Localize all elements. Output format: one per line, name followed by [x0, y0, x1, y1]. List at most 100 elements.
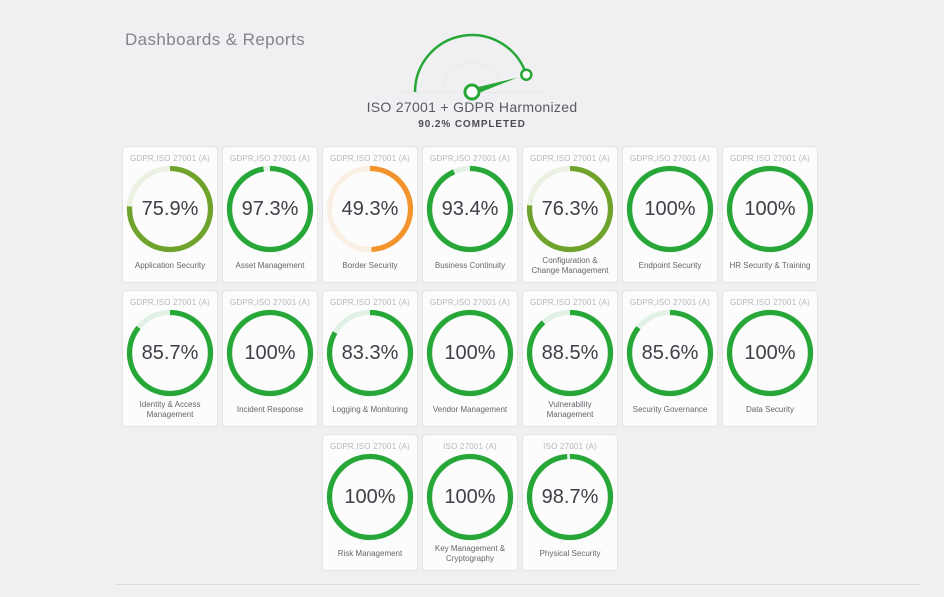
progress-ring-icon — [626, 165, 714, 253]
framework-label: GDPR,ISO 27001 (A) — [729, 298, 811, 307]
percent-value: 49.3% — [341, 197, 399, 220]
category-label: Business Continuity — [434, 261, 506, 270]
percent-value: 76.3% — [541, 197, 599, 220]
compliance-card[interactable]: GDPR,ISO 27001 (A) 76.3% Configuration &… — [522, 146, 618, 283]
progress-ring-icon — [526, 309, 614, 397]
framework-label: GDPR,ISO 27001 (A) — [329, 154, 411, 163]
progress-ring-icon — [226, 165, 314, 253]
compliance-card[interactable]: GDPR,ISO 27001 (A) 49.3% Border Security — [322, 146, 418, 283]
gauge-progress-arc — [413, 33, 528, 93]
percent-value: 100% — [744, 197, 796, 220]
framework-label: GDPR,ISO 27001 (A) — [129, 298, 211, 307]
ring-progress — [526, 453, 614, 541]
framework-label: GDPR,ISO 27001 (A) — [629, 298, 711, 307]
percent-value: 100% — [244, 341, 296, 364]
progress-ring: 100% — [626, 165, 714, 253]
page-title: Dashboards & Reports — [125, 30, 305, 49]
percent-value: 88.5% — [541, 341, 599, 364]
framework-label: GDPR,ISO 27001 (A) — [429, 154, 511, 163]
compliance-card[interactable]: ISO 27001 (A) 98.7% Physical Security — [522, 434, 618, 571]
compliance-card[interactable]: GDPR,ISO 27001 (A) 100% HR Security & Tr… — [722, 146, 818, 283]
ring-progress — [326, 309, 414, 397]
percent-value: 100% — [744, 341, 796, 364]
progress-ring: 100% — [426, 309, 514, 397]
category-label: Security Governance — [632, 405, 708, 414]
category-label: Logging & Monitoring — [332, 405, 408, 414]
ring-progress — [426, 165, 514, 253]
progress-ring: 83.3% — [326, 309, 414, 397]
progress-ring-icon — [526, 453, 614, 541]
progress-ring-icon — [726, 165, 814, 253]
ring-progress — [326, 165, 414, 253]
progress-ring: 100% — [326, 453, 414, 541]
framework-label: GDPR,ISO 27001 (A) — [529, 298, 611, 307]
ring-progress — [326, 453, 414, 541]
ring-progress — [626, 165, 714, 253]
framework-label: GDPR,ISO 27001 (A) — [429, 298, 511, 307]
progress-ring-icon — [726, 309, 814, 397]
framework-label: ISO 27001 (A) — [543, 442, 597, 451]
compliance-card-grid: GDPR,ISO 27001 (A) 75.9% Application Sec… — [122, 146, 818, 571]
compliance-card[interactable]: GDPR,ISO 27001 (A) 100% Incident Respons… — [222, 290, 318, 427]
category-label: Incident Response — [236, 405, 304, 414]
compliance-card[interactable]: GDPR,ISO 27001 (A) 83.3% Logging & Monit… — [322, 290, 418, 427]
progress-ring: 75.9% — [126, 165, 214, 253]
framework-label: GDPR,ISO 27001 (A) — [229, 154, 311, 163]
compliance-card[interactable]: GDPR,ISO 27001 (A) 100% Vendor Managemen… — [422, 290, 518, 427]
framework-label: GDPR,ISO 27001 (A) — [629, 154, 711, 163]
gauge-inner-track — [441, 61, 503, 93]
ring-progress — [126, 165, 214, 253]
compliance-card[interactable]: ISO 27001 (A) 100% Key Management & Cryp… — [422, 434, 518, 571]
compliance-card[interactable]: GDPR,ISO 27001 (A) 100% Endpoint Securit… — [622, 146, 718, 283]
progress-ring: 49.3% — [326, 165, 414, 253]
compliance-card[interactable]: GDPR,ISO 27001 (A) 85.6% Security Govern… — [622, 290, 718, 427]
progress-ring: 88.5% — [526, 309, 614, 397]
compliance-card[interactable]: GDPR,ISO 27001 (A) 75.9% Application Sec… — [122, 146, 218, 283]
category-label: Data Security — [745, 405, 795, 414]
progress-ring-icon — [426, 453, 514, 541]
framework-label: GDPR,ISO 27001 (A) — [329, 442, 411, 451]
progress-ring-icon — [326, 165, 414, 253]
bottom-divider — [115, 584, 920, 585]
progress-ring-icon — [326, 453, 414, 541]
progress-ring: 98.7% — [526, 453, 614, 541]
gauge-chart-icon — [402, 33, 542, 101]
compliance-card[interactable]: GDPR,ISO 27001 (A) 100% Data Security — [722, 290, 818, 427]
compliance-card[interactable]: GDPR,ISO 27001 (A) 93.4% Business Contin… — [422, 146, 518, 283]
percent-value: 85.6% — [641, 341, 699, 364]
category-label: Vulnerability Management — [546, 400, 594, 419]
ring-progress — [526, 309, 614, 397]
progress-ring-icon — [226, 309, 314, 397]
ring-progress — [226, 309, 314, 397]
progress-ring: 100% — [726, 165, 814, 253]
progress-ring: 85.7% — [126, 309, 214, 397]
compliance-card[interactable]: GDPR,ISO 27001 (A) 88.5% Vulnerability M… — [522, 290, 618, 427]
compliance-card[interactable]: GDPR,ISO 27001 (A) 97.3% Asset Managemen… — [222, 146, 318, 283]
progress-ring: 76.3% — [526, 165, 614, 253]
category-label: Key Management & Cryptography — [434, 544, 506, 563]
percent-value: 100% — [344, 485, 396, 508]
framework-label: GDPR,ISO 27001 (A) — [729, 154, 811, 163]
category-label: Physical Security — [539, 549, 601, 558]
compliance-card[interactable]: GDPR,ISO 27001 (A) 100% Risk Management — [322, 434, 418, 571]
progress-ring-icon — [126, 165, 214, 253]
compliance-card[interactable]: GDPR,ISO 27001 (A) 85.7% Identity & Acce… — [122, 290, 218, 427]
category-label: Identity & Access Management — [139, 400, 201, 419]
percent-value: 98.7% — [541, 485, 599, 508]
ring-progress — [726, 165, 814, 253]
framework-label: GDPR,ISO 27001 (A) — [329, 298, 411, 307]
percent-value: 93.4% — [441, 197, 499, 220]
progress-ring-icon — [126, 309, 214, 397]
ring-progress — [426, 453, 514, 541]
progress-ring-icon — [426, 309, 514, 397]
framework-label: GDPR,ISO 27001 (A) — [129, 154, 211, 163]
ring-progress — [426, 309, 514, 397]
progress-ring: 85.6% — [626, 309, 714, 397]
percent-value: 83.3% — [341, 341, 399, 364]
gauge-pivot — [463, 83, 481, 101]
percent-value: 85.7% — [141, 341, 199, 364]
percent-value: 100% — [444, 485, 496, 508]
category-label: Configuration & Change Management — [531, 256, 609, 275]
percent-value: 97.3% — [241, 197, 299, 220]
framework-label: GDPR,ISO 27001 (A) — [229, 298, 311, 307]
